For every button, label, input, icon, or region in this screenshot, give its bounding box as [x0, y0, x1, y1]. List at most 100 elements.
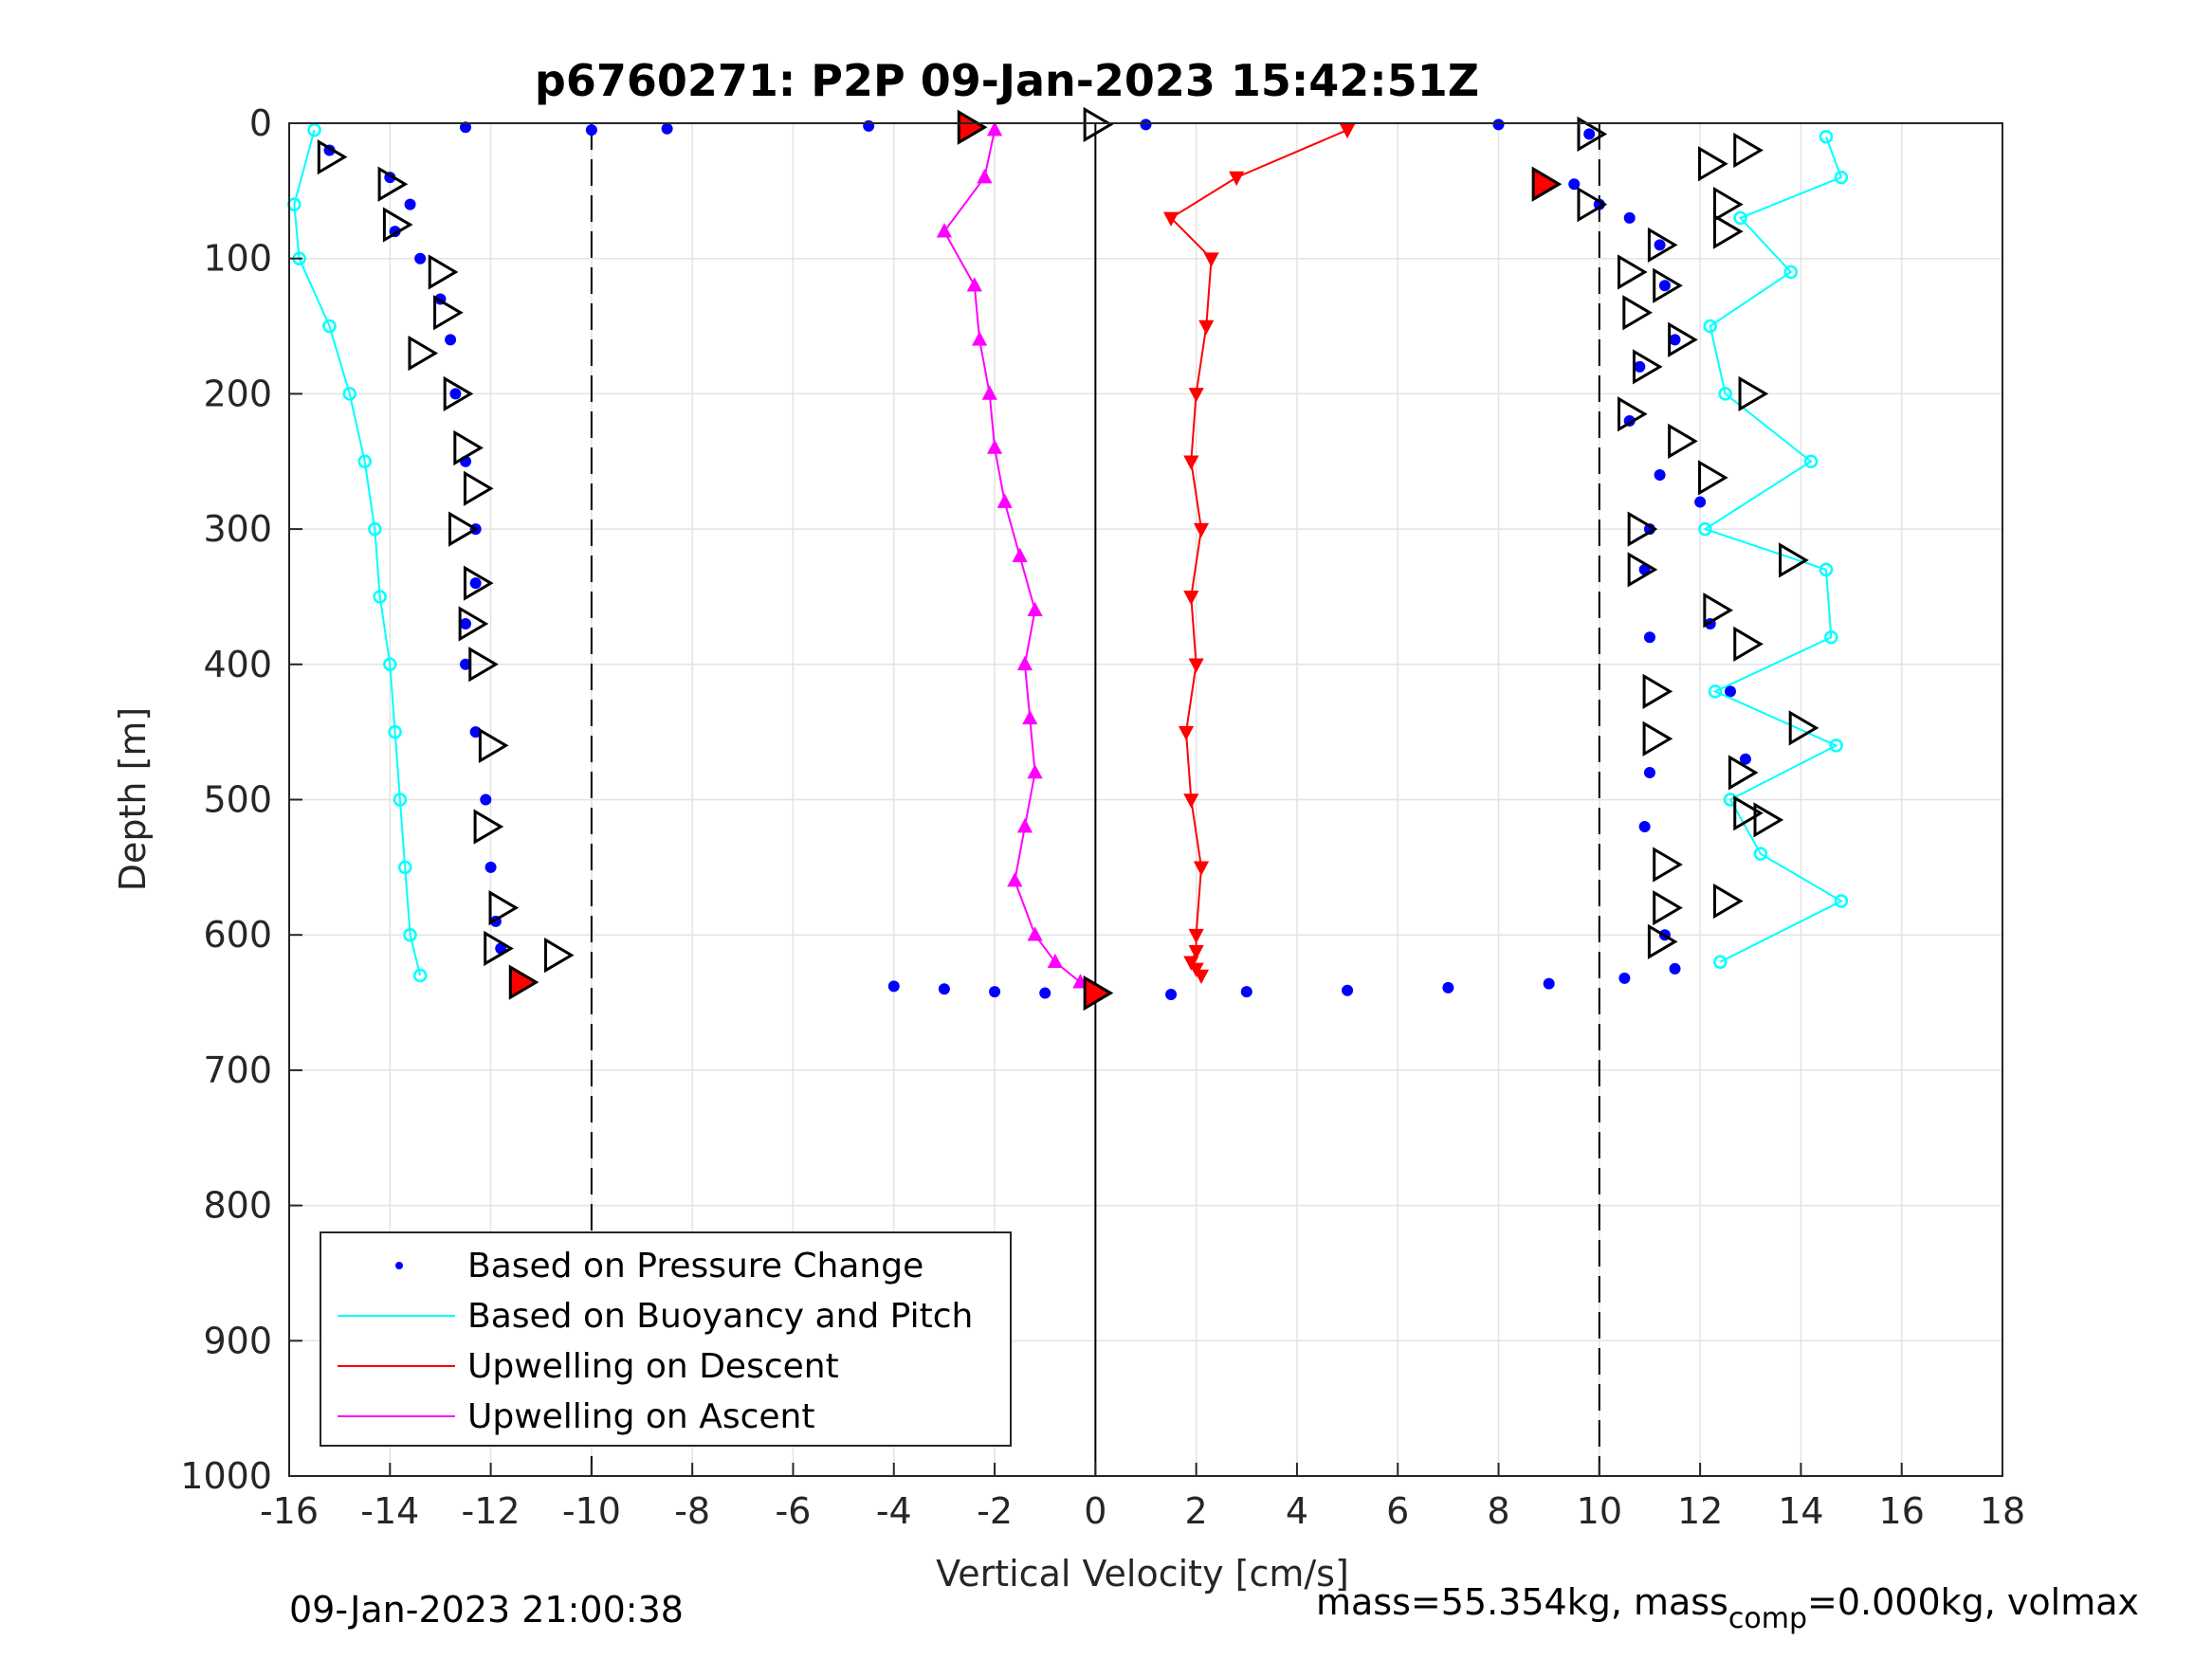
- direction-marker: [488, 890, 520, 926]
- direction-marker: [428, 254, 459, 290]
- direction-marker: [1627, 511, 1658, 547]
- direction-marker: [1712, 186, 1744, 223]
- pressure-change-point: [1643, 766, 1655, 778]
- pressure-change-point: [480, 793, 492, 806]
- buoyancy-pitch-point: [1718, 387, 1732, 401]
- upwelling-ascent-point: [986, 439, 1003, 454]
- y-tick-label: 1000: [180, 1455, 272, 1497]
- upwelling-descent-point: [1162, 211, 1179, 227]
- direction-marker: [1653, 267, 1683, 303]
- upwelling-ascent-line: [942, 129, 1082, 983]
- x-tick-label: 6: [1386, 1490, 1409, 1532]
- upwelling-ascent-point: [1047, 953, 1063, 969]
- direction-marker: [1668, 321, 1698, 357]
- upwelling-descent-point: [1203, 252, 1219, 267]
- legend-swatch-dot: [395, 1262, 403, 1269]
- y-tick-label: 700: [203, 1049, 272, 1091]
- pressure-change-point: [1442, 981, 1454, 994]
- direction-marker: [377, 166, 409, 202]
- direction-marker: [1733, 132, 1764, 169]
- buoyancy-pitch-point: [1733, 210, 1747, 226]
- upwelling-descent-point: [1193, 969, 1210, 985]
- direction-marker: [1779, 542, 1809, 578]
- pressure-change-point: [1669, 962, 1681, 975]
- pressure-change-point: [1583, 128, 1596, 140]
- buoyancy-pitch-point: [397, 860, 412, 875]
- direction-marker: [1788, 710, 1819, 746]
- direction-marker: [463, 470, 494, 506]
- buoyancy-pitch-point: [307, 122, 321, 137]
- series-layer: [287, 118, 1849, 1000]
- direction-markers: [317, 106, 1819, 1012]
- x-tick-label: 18: [1980, 1490, 2025, 1532]
- upwelling-ascent-point: [1016, 655, 1033, 671]
- upwelling-ascent-point: [1022, 709, 1038, 725]
- pressure-change-point: [1165, 988, 1178, 1000]
- legend-box: [320, 1231, 1012, 1447]
- legend-label: Upwelling on Ascent: [467, 1397, 814, 1436]
- direction-marker: [1668, 423, 1698, 459]
- buoyancy-pitch-point: [403, 927, 417, 942]
- y-tick-label: 400: [203, 644, 272, 685]
- x-tick-label: -10: [562, 1490, 621, 1532]
- pressure-change-point: [1638, 821, 1651, 833]
- direction-marker: [1627, 552, 1658, 588]
- direction-marker: [1703, 592, 1734, 629]
- direction-marker: [1698, 146, 1728, 182]
- direction-marker: [1753, 802, 1784, 838]
- direction-marker: [1618, 254, 1648, 290]
- buoyancy-pitch-point: [1753, 847, 1768, 861]
- direction-marker: [317, 139, 348, 175]
- direction-marker: [443, 375, 474, 412]
- axis-ticks: -16 -14 -12 -10 -8 -6 -4 -2 0 2 4 6 8 10 12 14 16 18 0 100 2…: [180, 102, 2025, 1532]
- upwelling-descent-point: [1183, 455, 1199, 470]
- buoyancy-pitch-point: [373, 590, 387, 604]
- buoyancy-pitch-line: [293, 129, 422, 976]
- upwelling-ascent-point: [1027, 926, 1043, 941]
- upwelling-descent-point: [1229, 171, 1245, 187]
- x-tick-label: 8: [1487, 1490, 1509, 1532]
- x-tick-label: -8: [674, 1490, 710, 1532]
- y-tick-label: 200: [203, 373, 272, 414]
- direction-marker: [1647, 923, 1678, 959]
- pressure-change-point: [1568, 178, 1581, 191]
- pressure-change-point: [989, 986, 1001, 998]
- upwelling-ascent-point: [972, 331, 988, 346]
- pressure-change-point: [1654, 239, 1666, 251]
- direction-marker: [1642, 720, 1673, 757]
- direction-marker: [473, 809, 504, 845]
- direction-marker: [1653, 890, 1683, 926]
- y-tick-label: 800: [203, 1185, 272, 1227]
- pressure-change-point: [484, 861, 497, 873]
- direction-marker: [1733, 626, 1764, 663]
- pressure-change-point: [1658, 280, 1671, 292]
- pressure-change-point: [1140, 118, 1152, 131]
- direction-marker: [453, 429, 484, 466]
- x-tick-label: 14: [1778, 1490, 1823, 1532]
- pressure-change-point: [1543, 977, 1555, 990]
- footer-mass-info: mass=55.354kg, masscomp=0.000kg, volmax: [1316, 1581, 2139, 1635]
- buoyancy-pitch-point: [388, 724, 402, 739]
- pressure-change-point: [1240, 986, 1252, 998]
- direction-marker: [463, 565, 494, 601]
- pressure-change-point: [1634, 360, 1646, 373]
- direction-marker: [448, 511, 479, 547]
- pressure-change-point: [1725, 685, 1737, 698]
- x-tick-label: 16: [1879, 1490, 1925, 1532]
- mass-suffix: =0.000kg, volmax: [1807, 1581, 2140, 1623]
- upwelling-ascent-point: [1007, 872, 1023, 887]
- direction-marker: [508, 964, 539, 1000]
- buoyancy-pitch-point: [393, 793, 408, 807]
- mass-subscript: comp: [1728, 1602, 1808, 1635]
- footer-timestamp: 09-Jan-2023 21:00:38: [289, 1589, 684, 1631]
- pressure-change-point: [1739, 753, 1751, 765]
- direction-marker: [1728, 755, 1759, 791]
- direction-marker: [1083, 106, 1114, 143]
- direction-marker: [1733, 795, 1764, 831]
- upwelling-descent-point: [1178, 725, 1195, 741]
- buoyancy-pitch-point: [1829, 738, 1843, 753]
- direction-marker: [1712, 213, 1744, 249]
- upwelling-descent-point: [1188, 388, 1204, 403]
- pressure-change-point: [1618, 972, 1631, 984]
